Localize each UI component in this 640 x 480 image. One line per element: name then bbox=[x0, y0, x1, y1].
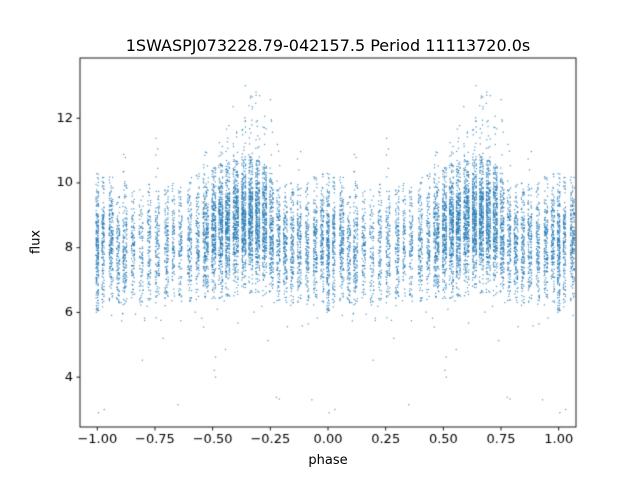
y-axis-label: flux bbox=[28, 229, 44, 255]
chart-title: 1SWASPJ073228.79-042157.5 Period 1111372… bbox=[125, 36, 531, 55]
x-axis-label: phase bbox=[308, 453, 348, 468]
